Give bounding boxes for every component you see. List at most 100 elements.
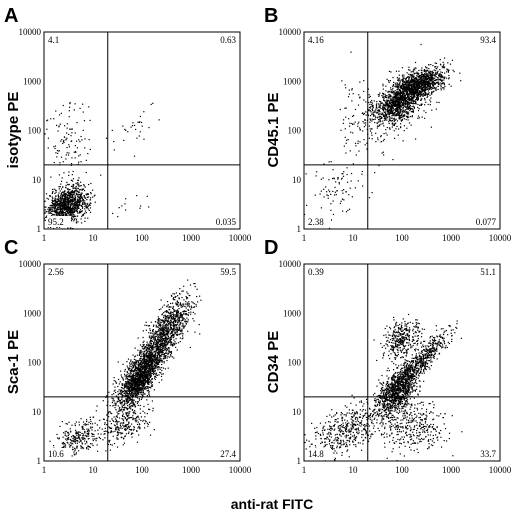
event-dot bbox=[71, 215, 73, 217]
event-dot bbox=[132, 401, 134, 403]
event-dot bbox=[343, 199, 345, 201]
event-dot bbox=[70, 211, 72, 213]
event-dot bbox=[398, 88, 400, 91]
event-dot bbox=[431, 74, 433, 76]
event-dot bbox=[396, 108, 399, 110]
event-dot bbox=[89, 119, 91, 122]
event-dot bbox=[413, 86, 415, 88]
event-dot bbox=[72, 215, 74, 217]
event-dot bbox=[391, 115, 393, 117]
event-dot bbox=[148, 357, 150, 359]
event-dot bbox=[403, 100, 405, 102]
event-dot bbox=[316, 171, 318, 173]
event-dot bbox=[158, 353, 160, 355]
event-dot bbox=[432, 81, 435, 83]
event-dot bbox=[417, 85, 419, 87]
event-dot bbox=[402, 103, 404, 105]
event-dot bbox=[126, 361, 128, 363]
event-dot bbox=[342, 122, 344, 124]
event-dot bbox=[402, 93, 404, 95]
event-dot bbox=[425, 71, 427, 73]
event-dot bbox=[188, 305, 190, 307]
event-dot bbox=[59, 214, 61, 216]
event-dot bbox=[393, 94, 395, 96]
event-dot bbox=[79, 197, 81, 200]
event-dot bbox=[423, 82, 425, 84]
event-dot bbox=[126, 365, 128, 367]
event-dot bbox=[420, 76, 423, 79]
event-dot bbox=[141, 355, 143, 357]
event-dot bbox=[88, 203, 90, 205]
event-dot bbox=[391, 123, 393, 125]
event-dot bbox=[345, 116, 347, 118]
event-dot bbox=[377, 113, 380, 116]
event-dot bbox=[52, 204, 54, 206]
event-dot bbox=[390, 99, 392, 101]
event-dot bbox=[139, 115, 141, 118]
event-dot bbox=[397, 97, 400, 99]
event-dot bbox=[46, 215, 48, 217]
event-dot bbox=[152, 355, 154, 358]
event-dot bbox=[337, 177, 339, 179]
event-dot bbox=[442, 82, 444, 84]
event-dot bbox=[379, 103, 381, 105]
event-dot bbox=[49, 226, 52, 229]
event-dot bbox=[404, 102, 407, 104]
event-dot bbox=[413, 107, 415, 109]
event-dot bbox=[163, 333, 165, 335]
event-dot bbox=[369, 118, 371, 120]
event-dot bbox=[45, 211, 47, 213]
event-dot bbox=[423, 70, 426, 73]
event-dot bbox=[418, 79, 420, 81]
event-dot bbox=[403, 105, 405, 107]
event-dot bbox=[154, 362, 156, 364]
event-dot bbox=[142, 410, 144, 412]
event-dot bbox=[143, 340, 145, 342]
event-dot bbox=[392, 99, 394, 101]
event-dot bbox=[58, 125, 60, 127]
event-dot bbox=[395, 91, 398, 94]
event-dot bbox=[394, 97, 396, 99]
event-dot bbox=[54, 201, 57, 203]
event-dot bbox=[414, 90, 416, 93]
event-dot bbox=[185, 321, 187, 323]
event-dot bbox=[442, 61, 444, 64]
event-dot bbox=[67, 154, 70, 156]
event-dot bbox=[382, 120, 384, 122]
event-dot bbox=[136, 362, 138, 364]
event-dot bbox=[62, 203, 64, 205]
event-dot bbox=[422, 90, 424, 92]
event-dot bbox=[416, 96, 418, 98]
event-dot bbox=[148, 347, 150, 349]
event-dot bbox=[417, 86, 419, 88]
event-dot bbox=[405, 109, 407, 111]
event-dot bbox=[397, 78, 399, 80]
event-dot bbox=[358, 127, 361, 129]
event-dot bbox=[143, 351, 145, 353]
event-dot bbox=[149, 354, 151, 356]
event-dot bbox=[418, 77, 420, 79]
event-dot bbox=[409, 82, 411, 84]
event-dot bbox=[418, 84, 420, 86]
event-dot bbox=[72, 218, 74, 220]
event-dot bbox=[377, 137, 379, 139]
event-dot bbox=[379, 119, 381, 121]
event-dot bbox=[401, 97, 404, 99]
event-dot bbox=[390, 103, 393, 106]
event-dot bbox=[79, 185, 81, 187]
event-dot bbox=[89, 211, 92, 213]
event-dot bbox=[78, 139, 80, 141]
event-dot bbox=[57, 212, 59, 214]
event-dot bbox=[396, 91, 399, 94]
event-dot bbox=[420, 80, 422, 83]
event-dot bbox=[114, 380, 117, 382]
event-dot bbox=[74, 217, 76, 219]
event-dot bbox=[67, 212, 69, 214]
event-dot bbox=[73, 109, 75, 111]
event-dot bbox=[383, 154, 385, 156]
event-dot bbox=[395, 114, 397, 116]
quadrant-lower-right: 0.077 bbox=[476, 217, 497, 227]
event-dot bbox=[95, 410, 97, 412]
event-dot bbox=[362, 121, 364, 123]
